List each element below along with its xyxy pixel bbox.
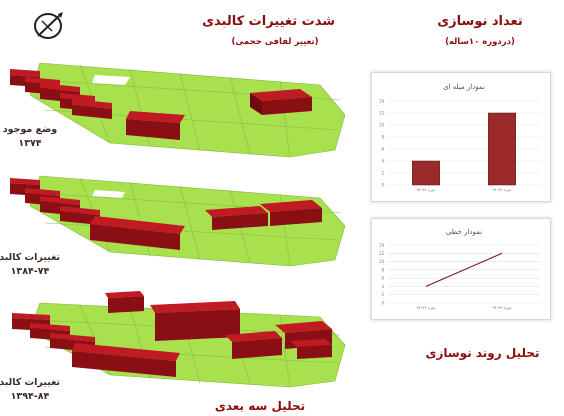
y-tick-label: 8: [381, 135, 384, 140]
label-1374-1384: تغییرات کالبدی ۱۳۸۴-۷۴: [0, 252, 60, 277]
label-1384-1394-line1: تغییرات کالبدی: [0, 377, 60, 388]
label-1374-1384-line2: ۱۳۸۴-۷۴: [10, 266, 50, 277]
x-tick-label: دوره ۷۴-۸۴: [416, 305, 435, 310]
label-1384-1394: تغییرات کالبدی ۱۳۹۴-۸۴: [0, 377, 60, 402]
y-tick-label: 2: [381, 292, 384, 297]
y-tick-label: 10: [379, 123, 385, 128]
renewal-trend-title: تحلیل روند نوسازی: [425, 346, 540, 360]
massing-map-1374: [0, 55, 360, 160]
x-tick-label: دوره ۷۴-۸۴: [416, 187, 435, 192]
y-tick-label: 8: [381, 267, 384, 272]
line-chart-panel: نمودار خطی 0 2 4 6 8 10 12 14 دوره ۷۴-۸۴ دوره ۸۴-۹…: [371, 218, 551, 320]
y-tick-label: 4: [381, 159, 384, 164]
line-chart: نمودار خطی 0 2 4 6 8 10 12 14 دوره ۷۴-۸۴ دوره ۸۴-۹…: [379, 228, 540, 310]
intensity-title: شدت تغییرات کالبدی: [202, 14, 335, 29]
label-1374-line1: وضع موجود: [2, 124, 58, 135]
massing-map-1384-1394: [0, 285, 360, 390]
y-tick-label: 0: [381, 301, 384, 306]
x-tick-label: دوره ۸۴-۹۴: [492, 305, 511, 310]
label-1374: وضع موجود ۱۳۷۴: [0, 124, 60, 149]
y-tick-label: 12: [379, 251, 385, 256]
x-tick-label: دوره ۸۴-۹۴: [492, 187, 511, 192]
chart-title: نمودار خطی: [446, 228, 482, 236]
label-1374-1384-line1: تغییرات کالبدی: [0, 252, 60, 263]
y-tick-label: 6: [381, 276, 384, 281]
y-tick-label: 12: [379, 111, 385, 116]
y-tick-label: 6: [381, 147, 384, 152]
label-1384-1394-line2: ۱۳۹۴-۸۴: [10, 391, 50, 402]
bar: [412, 160, 440, 186]
y-tick-label: 4: [381, 284, 384, 289]
bar-chart: نمودار میله ای 0 2 4 6 8 10 12 14 دوره ۷۴-۸۴ دوره …: [379, 83, 540, 192]
y-tick-label: 2: [381, 171, 384, 176]
renewal-title: تعداد نوسازی: [437, 14, 523, 29]
compass-icon: [30, 10, 66, 46]
y-tick-label: 0: [381, 183, 384, 188]
y-tick-label: 14: [379, 99, 385, 104]
massing-map-1374-1384: [0, 168, 360, 268]
three-d-analysis-title: تحلیل سه بعدی: [214, 399, 306, 413]
bar: [488, 112, 516, 186]
renewal-subtitle: (دردوره ۱۰ساله): [445, 37, 515, 47]
bar-chart-panel: نمودار میله ای 0 2 4 6 8 10 12 14 دوره ۷۴-۸۴ دوره …: [371, 72, 551, 202]
y-tick-label: 14: [379, 243, 385, 248]
label-1374-line2: ۱۳۷۴: [18, 138, 42, 149]
series-line: [425, 252, 503, 287]
chart-title: نمودار میله ای: [443, 83, 485, 91]
y-tick-label: 10: [379, 259, 385, 264]
intensity-subtitle: (تغییر لفافی حجمی): [231, 37, 319, 47]
